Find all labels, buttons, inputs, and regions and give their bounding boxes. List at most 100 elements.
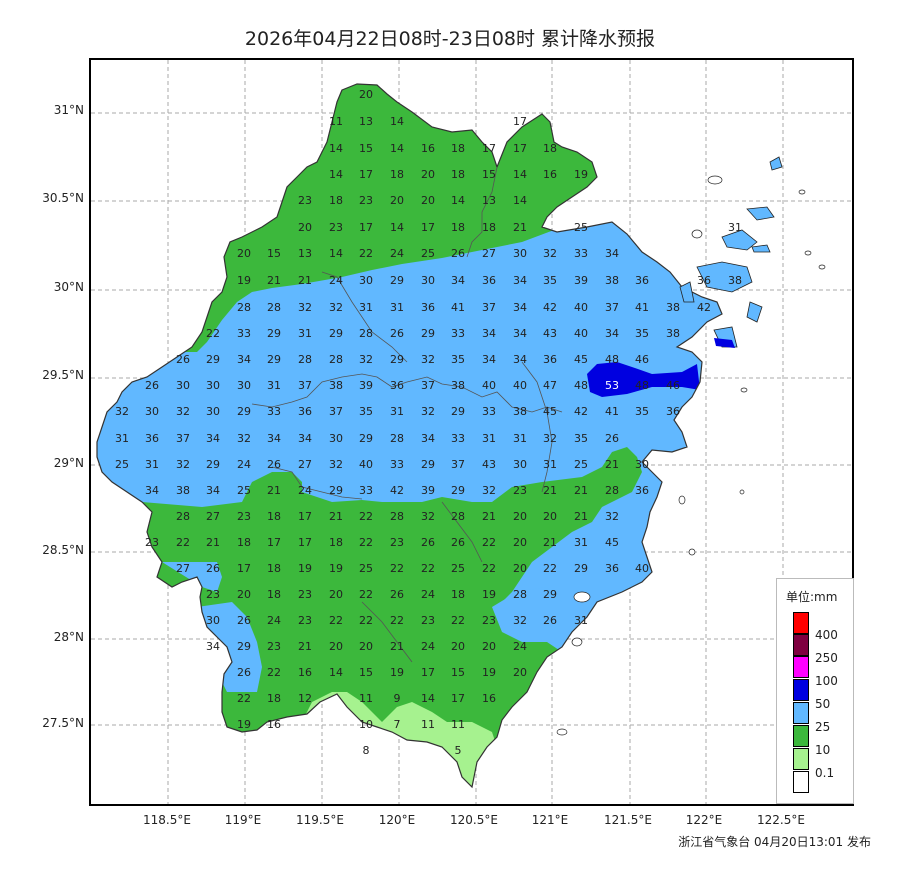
rainfall-value: 53 <box>605 379 619 392</box>
rainfall-value: 18 <box>390 168 404 181</box>
rainfall-value: 14 <box>390 221 404 234</box>
rainfall-value: 34 <box>421 432 435 445</box>
rainfall-value: 23 <box>206 588 220 601</box>
rainfall-value: 33 <box>267 405 281 418</box>
issuer-footer: 浙江省气象台 04月20日13:01 发布 <box>678 835 871 849</box>
rainfall-value: 45 <box>574 353 588 366</box>
rainfall-value: 20 <box>513 510 527 523</box>
rainfall-value: 30 <box>359 274 373 287</box>
rainfall-value: 23 <box>237 510 251 523</box>
rainfall-value: 26 <box>451 536 465 549</box>
rainfall-value: 17 <box>451 692 465 705</box>
rainfall-value: 15 <box>359 666 373 679</box>
legend-title: 单位:mm <box>786 590 838 604</box>
rainfall-value: 28 <box>176 510 190 523</box>
county-boundaries <box>251 166 563 663</box>
rainfall-value: 23 <box>298 588 312 601</box>
rainfall-value: 13 <box>298 247 312 260</box>
rainfall-value: 33 <box>390 458 404 471</box>
rainfall-value: 22 <box>359 536 373 549</box>
rainfall-value: 30 <box>635 458 649 471</box>
rainfall-value: 19 <box>237 274 251 287</box>
rainfall-value: 22 <box>206 327 220 340</box>
rainfall-value: 23 <box>513 484 527 497</box>
rainfall-value: 25 <box>421 247 435 260</box>
rainfall-value: 36 <box>421 301 435 314</box>
rainfall-value: 38 <box>728 274 742 287</box>
rainfall-value: 34 <box>267 432 281 445</box>
rainfall-value: 42 <box>543 301 557 314</box>
rainfall-value: 35 <box>451 353 465 366</box>
rainfall-value: 41 <box>451 301 465 314</box>
rainfall-value: 34 <box>513 301 527 314</box>
rainfall-value: 26 <box>206 562 220 575</box>
rainfall-value: 37 <box>482 301 496 314</box>
lon-label-122: 122°E <box>685 813 723 827</box>
rainfall-value: 38 <box>605 274 619 287</box>
rainfall-value: 31 <box>298 327 312 340</box>
rainfall-value: 35 <box>635 327 649 340</box>
rainfall-value: 29 <box>451 484 465 497</box>
rainfall-value: 18 <box>267 562 281 575</box>
rainfall-value: 28 <box>390 432 404 445</box>
rainfall-value: 26 <box>605 432 619 445</box>
rainfall-value: 26 <box>390 327 404 340</box>
rainfall-value: 22 <box>267 666 281 679</box>
rainfall-value: 26 <box>421 536 435 549</box>
map-frame: 20 11 13 14 17 14 15 14 16 18 17 17 18 14 17 18 20 18 15 14… <box>89 58 854 806</box>
legend-swatch-0-1 <box>793 748 809 770</box>
rainfall-value: 17 <box>298 536 312 549</box>
rainfall-value: 45 <box>605 536 619 549</box>
lat-label-28: 28°N <box>53 630 84 644</box>
rainfall-value: 45 <box>543 405 557 418</box>
rainfall-value: 24 <box>329 274 343 287</box>
rainfall-value: 29 <box>329 327 343 340</box>
rainfall-value: 21 <box>390 640 404 653</box>
rainfall-value: 46 <box>635 353 649 366</box>
rainfall-value: 37 <box>298 379 312 392</box>
rainfall-value: 20 <box>513 666 527 679</box>
rainfall-value: 22 <box>237 692 251 705</box>
rainfall-value: 18 <box>482 221 496 234</box>
rainfall-value: 38 <box>666 327 680 340</box>
rainfall-value: 14 <box>329 666 343 679</box>
rainfall-value: 18 <box>451 168 465 181</box>
rainfall-value: 38 <box>513 405 527 418</box>
rainfall-value: 24 <box>390 247 404 260</box>
rainfall-value: 25 <box>574 458 588 471</box>
rainfall-value: 18 <box>267 692 281 705</box>
rainfall-value: 42 <box>390 484 404 497</box>
rainfall-value: 14 <box>329 247 343 260</box>
rainfall-value: 14 <box>390 142 404 155</box>
rainfall-value: 33 <box>359 484 373 497</box>
rainfall-value: 25 <box>574 221 588 234</box>
rainfall-value: 17 <box>513 142 527 155</box>
rainfall-value: 28 <box>513 588 527 601</box>
rainfall-value: 22 <box>390 614 404 627</box>
rainfall-value: 14 <box>329 168 343 181</box>
rainfall-value: 13 <box>359 115 373 128</box>
rainfall-value: 26 <box>176 353 190 366</box>
rainfall-value: 26 <box>451 247 465 260</box>
rainfall-value: 21 <box>574 484 588 497</box>
rainfall-values: 20 11 13 14 17 14 15 14 16 18 17 17 18 14 17 18 20 18 15 14… <box>115 88 742 757</box>
rainfall-value: 31 <box>513 432 527 445</box>
rainfall-value: 21 <box>267 274 281 287</box>
legend-swatch-zero <box>793 771 809 793</box>
lat-label-28-5: 28.5°N <box>42 543 84 557</box>
rainfall-value: 35 <box>543 274 557 287</box>
rainfall-value: 33 <box>482 405 496 418</box>
rainfall-value: 34 <box>482 327 496 340</box>
rainfall-value: 26 <box>237 614 251 627</box>
rainfall-value: 23 <box>329 221 343 234</box>
rainfall-value: 34 <box>451 274 465 287</box>
rainfall-value: 36 <box>482 274 496 287</box>
legend-swatch-25 <box>793 702 809 724</box>
rainfall-value: 29 <box>237 640 251 653</box>
rainfall-value: 32 <box>513 614 527 627</box>
rainfall-value: 14 <box>513 194 527 207</box>
rainfall-value: 30 <box>513 458 527 471</box>
rainfall-value: 21 <box>513 221 527 234</box>
rainfall-value: 32 <box>605 510 619 523</box>
rainfall-value: 30 <box>421 274 435 287</box>
